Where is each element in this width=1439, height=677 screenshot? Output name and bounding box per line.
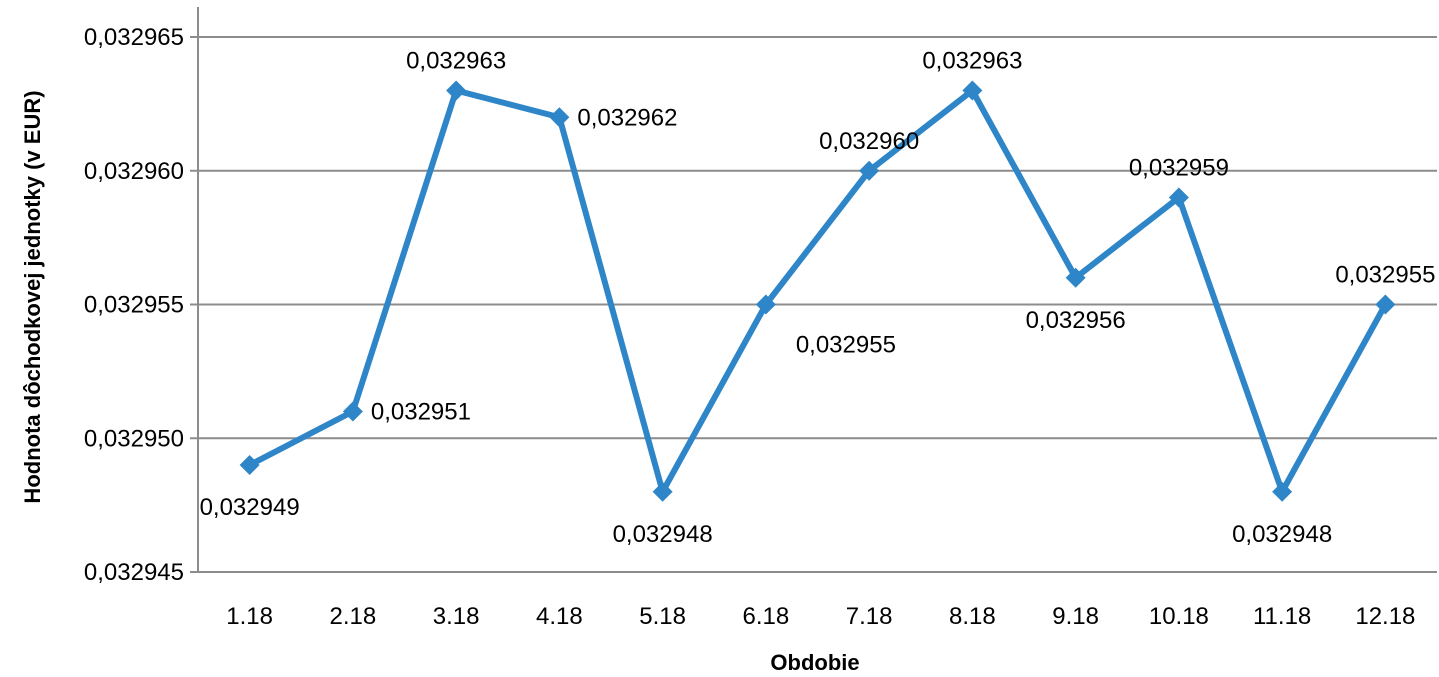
x-tick-label: 6.18: [743, 603, 790, 630]
data-point-marker: [342, 401, 363, 422]
x-tick-label: 9.18: [1052, 603, 1099, 630]
x-tick-label: 2.18: [330, 603, 377, 630]
data-point-marker: [1168, 187, 1189, 208]
axes: [190, 7, 1437, 573]
data-labels: 0,032949 0,032951 0,032963 0,032962 0,032948…: [200, 48, 1436, 548]
data-point-marker: [962, 80, 983, 101]
y-tick-label: 0,032950: [84, 425, 184, 452]
x-tick-label: 8.18: [949, 603, 996, 630]
y-axis-title: Hodnota dôchodkovej jednotky (v EUR): [20, 90, 45, 503]
x-tick-label: 7.18: [846, 603, 893, 630]
series-line: [246, 87, 1389, 495]
data-point-marker: [859, 160, 880, 181]
data-label: 0,032948: [1232, 521, 1332, 548]
data-point-marker: [239, 455, 260, 475]
data-label: 0,032963: [406, 48, 506, 75]
data-label: 0,032963: [922, 48, 1022, 75]
data-label: 0,032956: [1026, 307, 1126, 334]
x-tick-label: 5.18: [639, 603, 686, 630]
x-tick-label: 10.18: [1149, 603, 1209, 630]
data-point-marker: [549, 107, 570, 128]
data-label: 0,032948: [613, 521, 713, 548]
data-point-marker: [755, 294, 776, 315]
x-tick-label: 4.18: [536, 603, 583, 630]
y-tick-label: 0,032960: [84, 158, 184, 185]
data-label: 0,032951: [371, 399, 471, 426]
gridlines: [198, 36, 1437, 440]
data-label: 0,032960: [819, 128, 919, 155]
x-tick-label: 1.18: [226, 603, 273, 630]
data-point-marker: [446, 80, 467, 101]
data-point-marker: [1375, 294, 1396, 315]
y-tick-label: 0,032945: [84, 559, 184, 586]
data-point-marker: [1065, 267, 1086, 288]
x-tick-label: 11.18: [1253, 603, 1311, 630]
x-tick-label: 12.18: [1355, 603, 1415, 630]
x-tick-label: 3.18: [433, 603, 480, 630]
data-label: 0,032949: [200, 494, 300, 521]
y-axis-tick-labels: 0,032945 0,032950 0,032955 0,032960 0,032965: [84, 24, 184, 586]
data-label: 0,032955: [1335, 262, 1435, 289]
data-point-marker: [1272, 481, 1293, 502]
x-axis-title: Obdobie: [770, 650, 859, 675]
series-line-path: [246, 87, 1389, 495]
y-tick-label: 0,032955: [84, 292, 184, 319]
series-markers: [239, 80, 1396, 502]
data-point-marker: [652, 481, 673, 502]
data-label: 0,032962: [577, 104, 677, 131]
x-axis-tick-labels: 1.18 2.18 3.18 4.18 5.18 6.18 7.18 8.18 9.18 10.1…: [226, 603, 1415, 630]
data-label: 0,032959: [1129, 155, 1229, 182]
data-label: 0,032955: [796, 332, 896, 359]
y-tick-label: 0,032965: [84, 24, 184, 51]
